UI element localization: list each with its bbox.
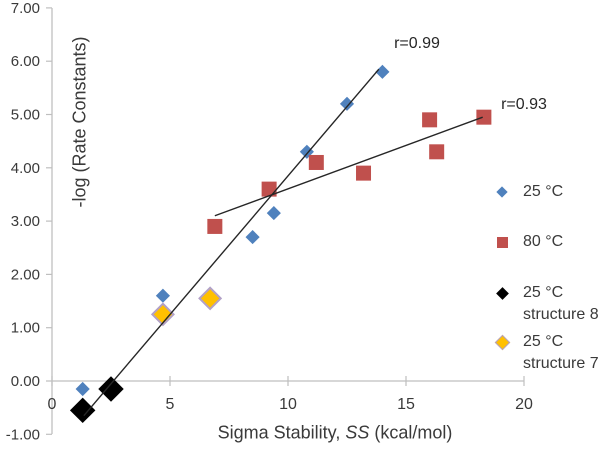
y-tick-label: 2.00 (11, 266, 40, 283)
data-point-25C (266, 206, 281, 221)
y-tick-label: -1.00 (6, 426, 40, 443)
legend-marker-red-square-icon (495, 231, 509, 253)
legend-label-25c-structure7: 25 °C structure 7 (523, 333, 599, 372)
data-point-25C-structure8 (98, 376, 124, 402)
y-tick-label: 3.00 (11, 213, 40, 230)
data-point-80C (308, 154, 324, 170)
data-point-80C (429, 144, 445, 160)
data-point-25C (245, 230, 260, 245)
legend-label-80c: 80 °C (523, 233, 564, 250)
data-point-25C (155, 288, 170, 303)
legend-marker-blue-diamond-icon (495, 181, 509, 203)
data-point-80C (476, 109, 492, 125)
x-tick-label: 10 (279, 396, 297, 413)
legend-item-80c: 80 °C (495, 231, 563, 253)
trendline-r=0.99 (83, 68, 380, 417)
data-point-80C (207, 218, 223, 234)
data-point-25C (75, 381, 90, 397)
y-tick-label: 5.00 (11, 107, 40, 124)
x-tick-label: 20 (515, 396, 533, 413)
legend-item-25c-structure7: 25 °C structure 7 (494, 331, 599, 375)
data-point-25C-structure7 (198, 286, 223, 311)
y-tick-label: 7.00 (11, 0, 40, 17)
data-point-25C (339, 96, 355, 111)
x-axis-title-part1: Sigma Stability, (217, 422, 346, 443)
legend-marker-black-diamond-icon (495, 282, 509, 304)
x-axis-title-part3: (kcal/mol) (369, 422, 453, 443)
data-point-25C-structure8 (69, 397, 96, 424)
data-point-80C (356, 165, 372, 181)
data-point-80C (422, 112, 438, 128)
data-point-25C-structure7 (150, 302, 175, 327)
y-tick-label: 1.00 (11, 320, 40, 337)
legend-marker-orange-diamond-icon (494, 331, 510, 353)
correlation-label-r093: r=0.93 (501, 96, 547, 113)
x-tick-label: 15 (397, 396, 415, 413)
legend-item-25c: 25 °C (495, 181, 563, 203)
x-tick-label: 0 (48, 396, 57, 413)
correlation-label-r099: r=0.99 (394, 35, 440, 52)
y-axis-title: -log (Rate Constants) (69, 36, 90, 208)
x-axis-title: Sigma Stability, SS (kcal/mol) (218, 423, 453, 444)
y-tick-label: 4.00 (11, 160, 40, 177)
legend-label-25c-structure8: 25 °C structure 8 (523, 284, 599, 323)
trendline-r=0.93 (214, 116, 483, 217)
data-point-25C (375, 64, 390, 79)
x-axis-title-part2-italic: SS (345, 422, 370, 443)
y-tick-label: 6.00 (11, 53, 40, 70)
legend-item-25c-structure8: 25 °C structure 8 (495, 282, 599, 326)
y-tick-label: 0.00 (11, 373, 40, 390)
x-tick-label: 5 (166, 396, 175, 413)
legend-label-25c: 25 °C (523, 183, 564, 200)
